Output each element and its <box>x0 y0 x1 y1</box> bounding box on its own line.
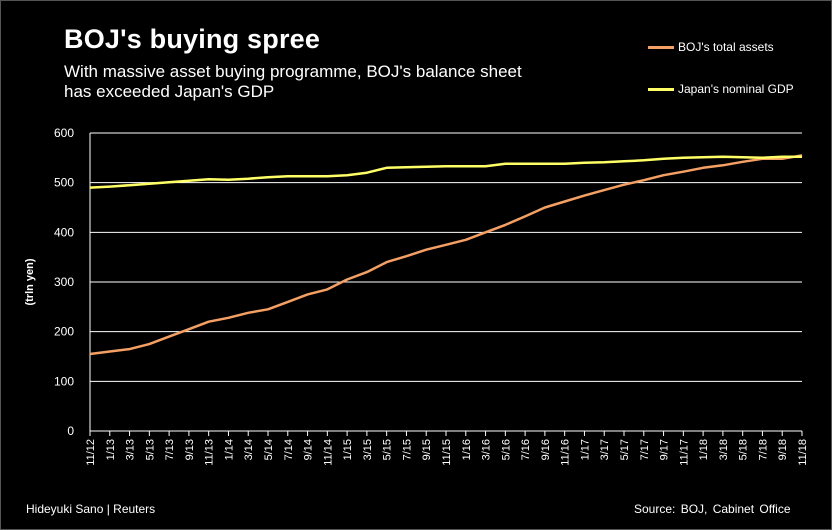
x-tick-label-24: 11/16 <box>560 439 572 466</box>
x-tick-label-2: 3/13 <box>125 439 137 460</box>
series-line-japan-gdp <box>89 155 802 189</box>
y-tick-label-600: 600 <box>54 126 74 140</box>
legend-swatch-japan-gdp <box>648 87 674 91</box>
x-tick-label-14: 3/15 <box>362 439 374 460</box>
x-tick-label-33: 5/18 <box>738 439 750 460</box>
x-tick-label-31: 1/18 <box>698 439 710 460</box>
x-tick-label-32: 3/18 <box>718 439 730 460</box>
y-tick-label-200: 200 <box>54 325 74 339</box>
x-tick-label-3: 5/13 <box>144 439 156 460</box>
y-tick-label-0: 0 <box>67 424 74 438</box>
x-tick-label-36: 11/18 <box>797 439 809 466</box>
series-line-boj-assets <box>89 154 803 356</box>
x-tick-label-8: 3/14 <box>243 439 255 460</box>
y-tick-label-300: 300 <box>54 275 74 289</box>
y-tick-label-400: 400 <box>54 225 74 239</box>
x-tick-label-22: 7/16 <box>520 439 532 460</box>
x-tick-label-11: 9/14 <box>303 439 315 460</box>
x-tick-label-19: 1/16 <box>461 439 473 460</box>
x-tick-label-29: 9/17 <box>659 439 671 460</box>
x-tick-label-4: 7/13 <box>164 439 176 460</box>
x-tick-label-23: 9/16 <box>540 439 552 460</box>
x-tick-label-21: 5/16 <box>500 439 512 460</box>
x-tick-label-0: 11/12 <box>85 439 97 466</box>
y-axis-label: (trln yen) <box>24 258 36 305</box>
x-tick-label-10: 7/14 <box>283 439 295 460</box>
x-tick-label-25: 1/17 <box>579 439 591 460</box>
x-tick-label-12: 11/14 <box>322 439 334 466</box>
legend-swatch-boj-assets <box>648 45 674 49</box>
x-tick-label-30: 11/17 <box>678 439 690 466</box>
x-tick-label-27: 5/17 <box>619 439 631 460</box>
legend-label-japan-gdp: Japan's nominal GDP <box>678 82 794 96</box>
chart-title: BOJ's buying spree <box>64 24 321 54</box>
x-tick-label-15: 5/15 <box>382 439 394 460</box>
x-tick-label-5: 9/13 <box>184 439 196 460</box>
credit-text: Hideyuki Sano | Reuters <box>26 502 156 516</box>
legend-entry-japan-gdp: Japan's nominal GDP <box>648 82 794 96</box>
x-tick-label-1: 1/13 <box>105 439 117 460</box>
source-text: Source: BOJ, Cabinet Office <box>634 502 791 516</box>
x-tick-label-16: 7/15 <box>401 439 413 460</box>
chart-subtitle: With massive asset buying programme, BOJ… <box>64 62 522 101</box>
x-tick-label-17: 9/15 <box>421 439 433 460</box>
x-tick-label-26: 3/17 <box>599 439 611 460</box>
y-tick-label-100: 100 <box>54 374 74 388</box>
legend-entry-boj-assets: BOJ's total assets <box>648 40 774 54</box>
x-tick-label-28: 7/17 <box>639 439 651 460</box>
legend-label-boj-assets: BOJ's total assets <box>678 40 774 54</box>
x-tick-label-34: 7/18 <box>757 439 769 460</box>
x-tick-label-6: 11/13 <box>204 439 216 466</box>
x-tick-label-20: 3/16 <box>481 439 493 460</box>
x-tick-label-9: 5/14 <box>263 439 275 460</box>
x-tick-label-7: 1/14 <box>223 439 235 460</box>
x-tick-label-35: 9/18 <box>777 439 789 460</box>
y-tick-label-500: 500 <box>54 176 74 190</box>
x-tick-label-18: 11/15 <box>441 439 453 466</box>
x-tick-label-13: 1/15 <box>342 439 354 460</box>
